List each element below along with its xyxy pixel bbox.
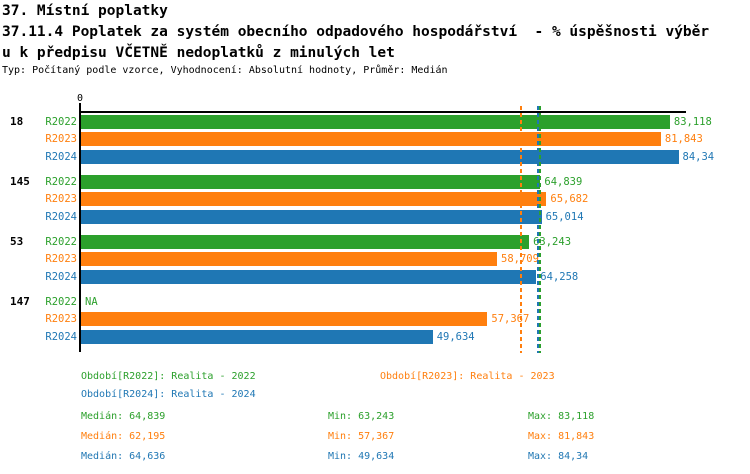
stat-min-r2022: Min: 63,243 [328, 411, 395, 422]
x-axis-line [79, 111, 686, 113]
bar-18-r2024 [81, 149, 679, 164]
bar-value-label: NA [85, 296, 98, 308]
bar-147-r2023 [81, 312, 488, 327]
bar-value-label: 83,118 [673, 116, 712, 128]
median-line-r2022 [538, 106, 541, 353]
group-label-145: 145 [10, 175, 30, 188]
stat-min-r2023: Min: 57,367 [328, 431, 395, 442]
bar-value-label: 63,243 [533, 236, 572, 248]
stat-median-r2023: Medián: 62,195 [81, 431, 166, 442]
bar-18-r2023 [81, 132, 661, 147]
bar-53-r2022 [81, 235, 530, 249]
series-label-r2022: R2022 [45, 296, 77, 308]
stat-max-r2023: Max: 81,843 [528, 431, 595, 442]
series-label-r2023: R2023 [45, 253, 77, 266]
series-label-r2023: R2023 [45, 193, 77, 206]
series-label-r2023: R2023 [45, 133, 77, 146]
x-axis-zero-label: 0 [76, 93, 84, 104]
series-label-r2022: R2022 [45, 116, 77, 128]
bar-value-label: 57,367 [491, 313, 530, 326]
report-title-line-3: u k předpisu VČETNĚ nedoplatků z minulýc… [2, 45, 395, 61]
group-label-147: 147 [10, 295, 30, 308]
group-label-53: 53 [10, 235, 24, 248]
report-subtitle: Typ: Počítaný podle vzorce, Vyhodnocení:… [2, 65, 448, 76]
bar-value-label: 81,843 [664, 133, 703, 146]
bar-147-r2024 [81, 329, 433, 344]
bar-53-r2024 [81, 269, 537, 284]
legend-period-r2022: Období[R2022]: Realita - 2022 [81, 371, 256, 382]
report-title-line-2: 37.11.4 Poplatek za systém obecního odpa… [2, 24, 710, 40]
bar-53-r2023 [81, 252, 497, 267]
x-axis-zero-tick [79, 103, 81, 111]
bar-value-label: 49,634 [436, 330, 475, 343]
series-label-r2023: R2023 [45, 313, 77, 326]
stat-median-r2022: Medián: 64,839 [81, 411, 166, 422]
series-label-r2024: R2024 [45, 270, 77, 283]
bar-18-r2022 [81, 115, 670, 129]
group-label-18: 18 [10, 115, 24, 128]
stat-min-r2024: Min: 49,634 [328, 451, 395, 462]
bar-value-label: 64,258 [540, 270, 579, 283]
bar-value-label: 84,34 [682, 150, 715, 163]
stat-max-r2022: Max: 83,118 [528, 411, 595, 422]
series-label-r2024: R2024 [45, 210, 77, 223]
series-label-r2024: R2024 [45, 330, 77, 343]
bar-145-r2024 [81, 209, 542, 224]
series-label-r2022: R2022 [45, 236, 77, 248]
bar-145-r2022 [81, 175, 541, 189]
median-line-r2023 [520, 106, 523, 353]
bar-value-label: 64,839 [544, 176, 583, 188]
median-line-r2024 [537, 106, 540, 353]
legend-period-r2023: Období[R2023]: Realita - 2023 [380, 371, 555, 382]
bar-145-r2023 [81, 192, 547, 207]
stat-max-r2024: Max: 84,34 [528, 451, 589, 462]
bar-value-label: 58,709 [501, 252, 539, 266]
y-axis-line [79, 111, 81, 352]
legend-period-r2024: Období[R2024]: Realita - 2024 [81, 389, 256, 400]
bar-value-label: 65,014 [545, 210, 584, 223]
bar-value-label: 65,682 [550, 193, 589, 206]
report-title-line-1: 37. Místní poplatky [2, 3, 168, 19]
series-label-r2024: R2024 [45, 150, 77, 163]
series-label-r2022: R2022 [45, 176, 77, 188]
stat-median-r2024: Medián: 64,636 [81, 451, 166, 462]
